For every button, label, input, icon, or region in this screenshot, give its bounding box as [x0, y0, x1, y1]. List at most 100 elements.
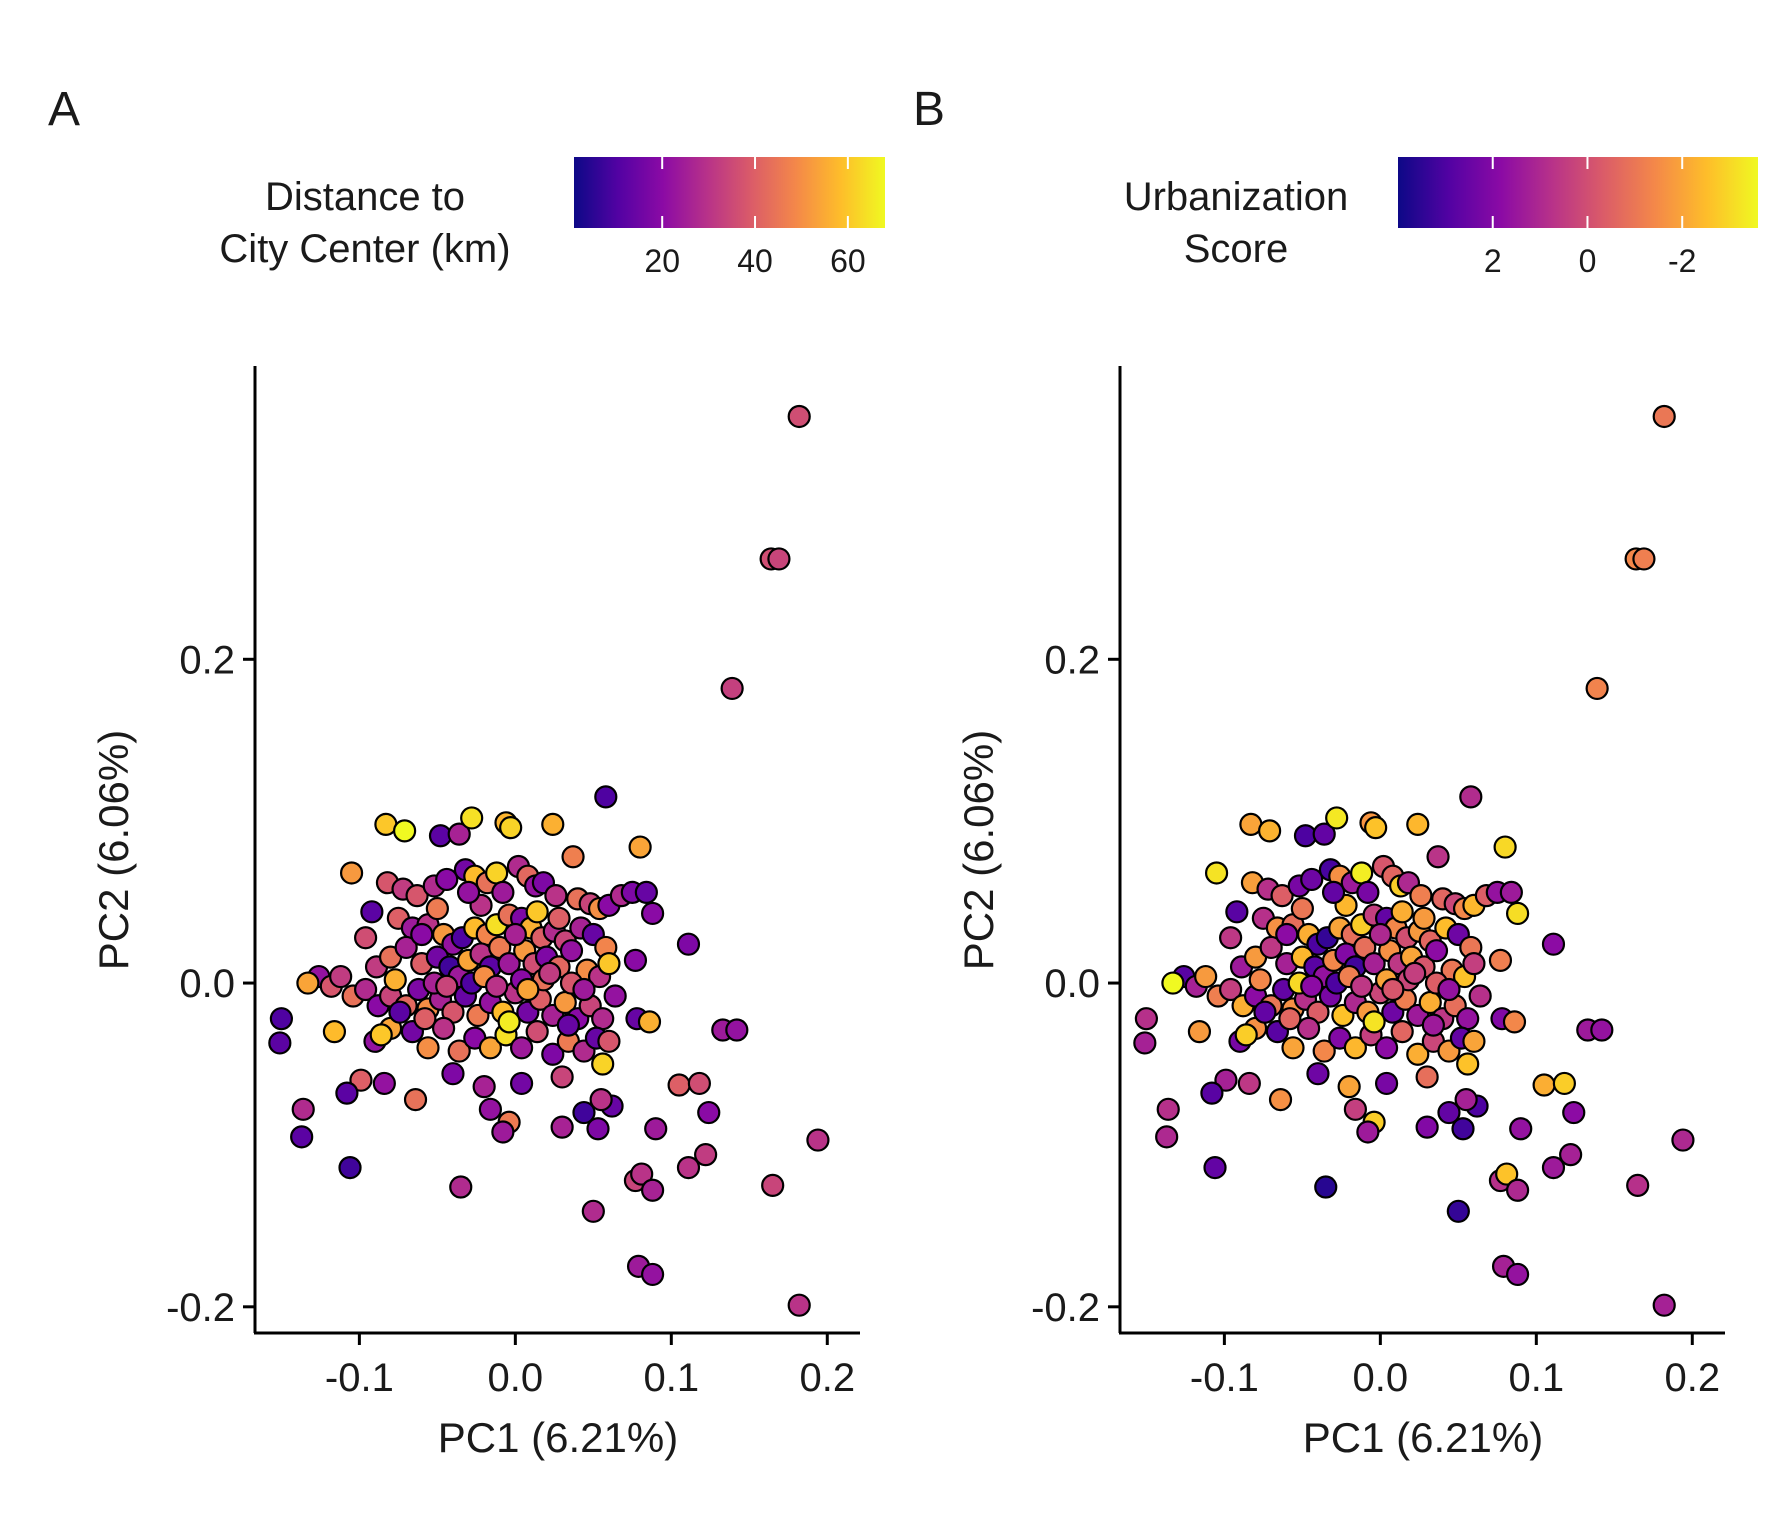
x-tick-label: 0.2 — [1664, 1356, 1720, 1400]
y-tick-label: -0.2 — [166, 1286, 235, 1330]
data-point — [491, 1120, 515, 1144]
data-point — [1204, 861, 1229, 885]
data-point — [472, 1075, 496, 1099]
data-point — [1356, 880, 1380, 904]
data-point — [623, 948, 648, 972]
data-point — [349, 1068, 373, 1092]
plot-area: -0.1 0.0 0.1 0.2 -0.2 0.0 0.2 — [166, 366, 860, 1400]
data-point — [497, 1010, 521, 1034]
data-point — [509, 1036, 534, 1060]
data-point — [806, 1128, 830, 1152]
data-point — [767, 547, 791, 571]
data-point — [1541, 932, 1566, 956]
data-point — [268, 1031, 292, 1055]
data-point — [556, 1013, 580, 1037]
data-point — [1306, 1062, 1330, 1086]
data-point — [1219, 977, 1243, 1002]
data-point — [322, 1020, 347, 1044]
colorbar-ticks: 20 40 60 — [644, 157, 866, 279]
data-point — [1364, 816, 1388, 840]
data-point — [485, 974, 509, 998]
data-point — [1156, 1097, 1180, 1121]
data-point — [1259, 935, 1283, 960]
colorbar — [1398, 157, 1758, 228]
data-point — [413, 1007, 437, 1031]
data-point — [1652, 404, 1676, 429]
y-axis-title: PC2 (6.06%) — [955, 730, 1002, 970]
data-point — [1456, 1007, 1480, 1031]
data-point — [1415, 1065, 1439, 1089]
data-point — [630, 1162, 654, 1186]
data-point — [393, 819, 417, 843]
data-point — [1409, 884, 1433, 908]
data-point — [1499, 880, 1523, 904]
data-point — [478, 1097, 502, 1121]
data-point — [1203, 1155, 1227, 1180]
data-point — [1426, 845, 1450, 869]
colorbar-ticks: 2 0 -2 — [1484, 157, 1696, 279]
panel-b: B Urbanization Score 2 0 -2 -0.1 0.0 0.1 0.2-… — [913, 83, 1758, 1461]
data-point — [1161, 971, 1185, 995]
data-point — [725, 1018, 749, 1042]
data-point — [1437, 977, 1461, 1002]
axis-ticks: -0.1 0.0 0.1 0.2 -0.2 0.0 0.2 — [166, 638, 855, 1400]
data-point — [503, 922, 527, 947]
data-point — [296, 971, 320, 995]
data-point — [586, 1117, 610, 1141]
data-point — [447, 1039, 471, 1063]
data-point — [435, 867, 459, 892]
data-point — [525, 1020, 549, 1044]
data-point — [416, 1036, 440, 1060]
colorbar — [574, 157, 885, 228]
data-point — [1350, 974, 1374, 998]
data-point — [572, 977, 596, 1002]
data-point — [1505, 1178, 1530, 1202]
data-point — [1412, 906, 1436, 930]
data-point — [1505, 1262, 1530, 1287]
data-point — [335, 1081, 359, 1105]
data-point — [1362, 952, 1386, 976]
data-point — [405, 884, 429, 908]
data-point — [1632, 547, 1656, 571]
axis-ticks: -0.1 0.0 0.1 0.2 -0.2 0.0 0.2 — [1031, 638, 1720, 1400]
data-point — [447, 822, 471, 846]
data-point — [597, 952, 621, 976]
data-point — [1424, 939, 1449, 963]
data-point — [581, 1199, 605, 1223]
data-point — [1194, 964, 1218, 989]
data-point — [687, 1071, 711, 1096]
data-point — [637, 1010, 662, 1034]
data-point — [694, 1143, 718, 1167]
data-point — [640, 1262, 665, 1287]
data-point — [1134, 1007, 1158, 1031]
data-point — [550, 1065, 574, 1089]
data-point — [1187, 1020, 1212, 1044]
data-point — [354, 926, 378, 950]
colorbar-tick-label: 40 — [737, 243, 773, 279]
y-axis-title: PC2 (6.06%) — [90, 730, 137, 970]
y-tick-label: 0.2 — [1044, 638, 1100, 682]
data-point — [1406, 812, 1430, 837]
data-point — [1300, 867, 1324, 892]
data-point — [1200, 1081, 1224, 1105]
data-point — [1451, 1117, 1475, 1141]
data-point — [1626, 1173, 1650, 1198]
legend: Urbanization Score 2 0 -2 — [1124, 157, 1758, 279]
y-tick-label: 0.0 — [179, 962, 235, 1006]
data-point — [1459, 785, 1483, 809]
plot-area: -0.1 0.0 0.1 0.2 -0.2 0.0 0.2 — [1031, 366, 1725, 1400]
data-point — [1225, 900, 1249, 924]
panel-a: A Distance to City Center (km) 20 40 60 -0… — [48, 83, 885, 1461]
data-point — [1590, 1018, 1614, 1042]
data-point — [591, 1007, 615, 1031]
data-point — [1337, 1075, 1361, 1099]
x-axis-title: PC1 (6.21%) — [438, 1414, 678, 1461]
data-point — [1509, 1117, 1533, 1141]
data-point — [1258, 819, 1282, 843]
data-point — [634, 880, 658, 904]
data-point — [1454, 1088, 1478, 1112]
data-point — [1237, 1071, 1261, 1096]
x-tick-label: 0.1 — [1509, 1356, 1565, 1400]
data-point — [1541, 1155, 1566, 1180]
